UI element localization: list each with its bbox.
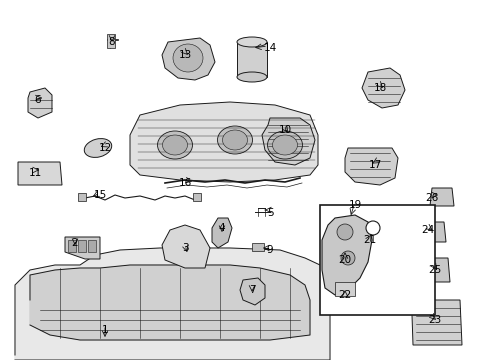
Text: 25: 25 (428, 265, 441, 275)
Text: 20: 20 (339, 255, 351, 265)
Polygon shape (262, 118, 315, 165)
Ellipse shape (272, 135, 297, 155)
Ellipse shape (157, 131, 193, 159)
Ellipse shape (222, 130, 247, 150)
Bar (237, 42, 267, 77)
Text: 24: 24 (421, 225, 435, 235)
Ellipse shape (237, 72, 267, 82)
Text: 16: 16 (178, 178, 192, 188)
Text: 22: 22 (339, 290, 352, 300)
Ellipse shape (237, 37, 267, 47)
Text: 23: 23 (428, 315, 441, 325)
Polygon shape (240, 278, 265, 305)
Polygon shape (162, 38, 215, 80)
Polygon shape (422, 222, 446, 242)
Text: 13: 13 (178, 50, 192, 60)
Ellipse shape (84, 139, 112, 157)
Ellipse shape (163, 135, 188, 155)
Polygon shape (322, 215, 372, 295)
Text: 10: 10 (278, 125, 292, 135)
Polygon shape (420, 258, 450, 282)
Bar (68, 240, 76, 252)
Text: 17: 17 (368, 160, 382, 170)
Text: 21: 21 (364, 235, 377, 245)
Text: 19: 19 (348, 200, 362, 210)
Text: 2: 2 (72, 238, 78, 248)
Text: 12: 12 (98, 143, 112, 153)
Polygon shape (345, 148, 398, 185)
Bar (335, 282, 355, 296)
Polygon shape (362, 68, 405, 108)
Bar (193, 193, 201, 201)
Text: 5: 5 (267, 208, 273, 218)
Text: 14: 14 (264, 43, 277, 53)
Text: 6: 6 (35, 95, 41, 105)
Bar (107, 34, 115, 48)
Text: 7: 7 (249, 285, 255, 295)
Text: 26: 26 (425, 193, 439, 203)
Bar (320, 205, 435, 315)
Circle shape (337, 224, 353, 240)
Text: 9: 9 (267, 245, 273, 255)
Polygon shape (28, 88, 52, 118)
Polygon shape (15, 248, 330, 360)
Text: 1: 1 (102, 325, 108, 335)
Text: 15: 15 (94, 190, 107, 200)
Bar (88, 240, 96, 252)
Polygon shape (412, 300, 462, 345)
Polygon shape (18, 162, 62, 185)
Text: 4: 4 (219, 223, 225, 233)
Polygon shape (30, 265, 310, 340)
Ellipse shape (173, 44, 203, 72)
Ellipse shape (268, 131, 302, 159)
Polygon shape (430, 188, 454, 206)
Bar (252, 243, 264, 251)
Polygon shape (212, 218, 232, 248)
Bar (78, 240, 86, 252)
Polygon shape (65, 237, 100, 259)
Circle shape (366, 221, 380, 235)
Text: 3: 3 (182, 243, 188, 253)
Text: 11: 11 (28, 168, 42, 178)
Bar (78, 193, 86, 201)
Ellipse shape (218, 126, 252, 154)
Text: 8: 8 (109, 37, 115, 47)
Polygon shape (130, 102, 318, 182)
Text: 18: 18 (373, 83, 387, 93)
Circle shape (341, 251, 355, 265)
Polygon shape (162, 225, 210, 268)
